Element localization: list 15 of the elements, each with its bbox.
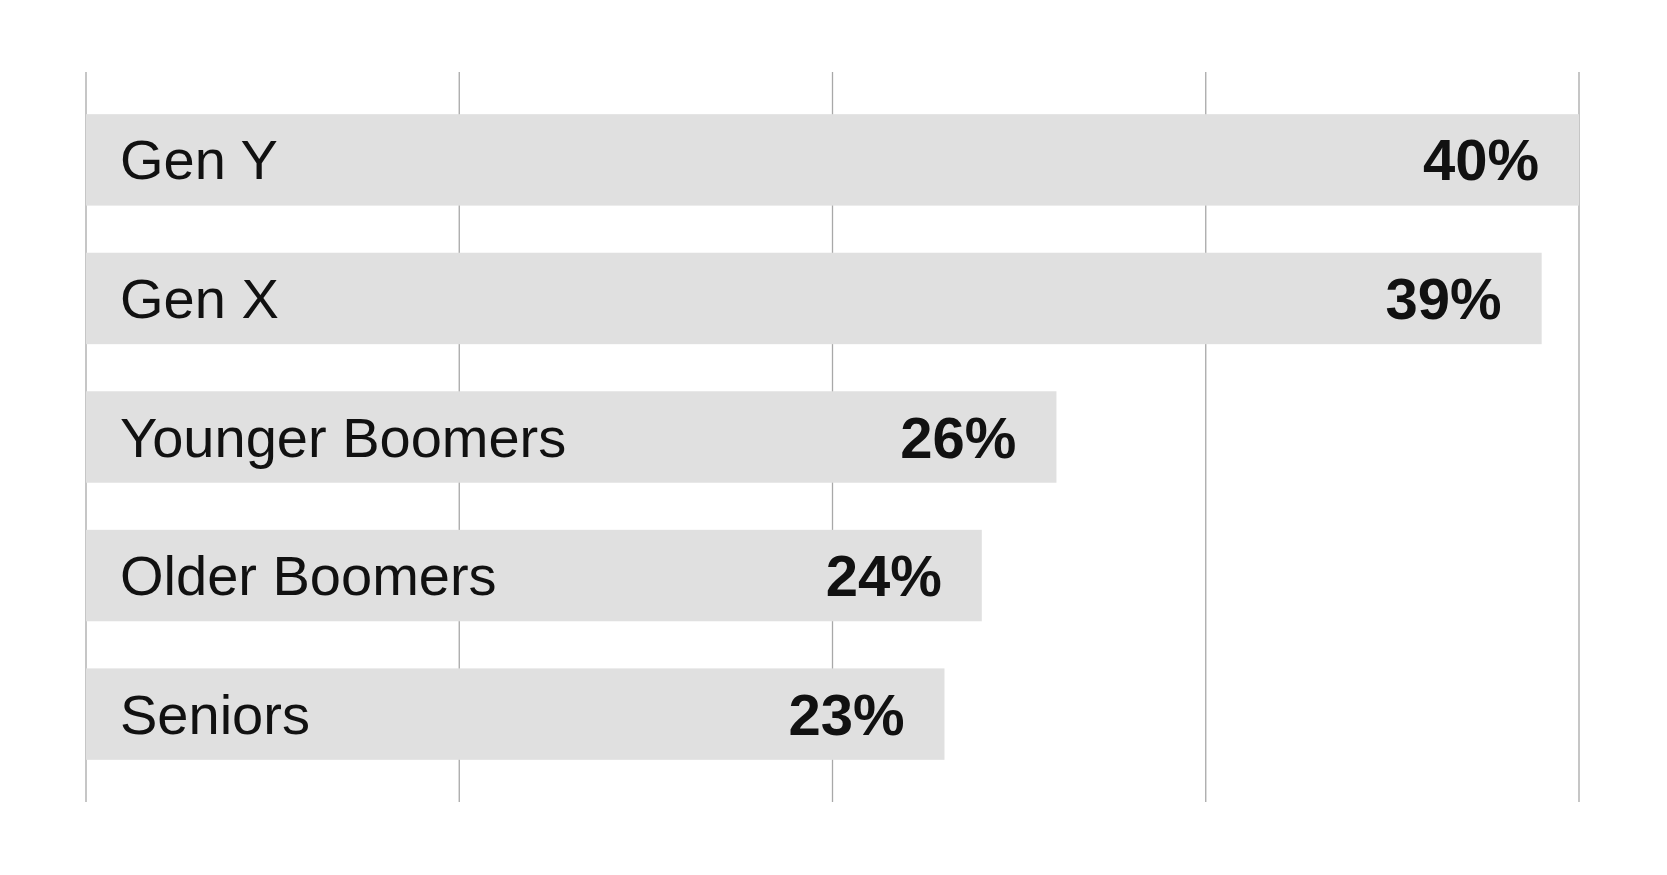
bar (86, 391, 1057, 483)
bar (86, 529, 982, 622)
data-label: 26% (900, 404, 1017, 470)
data-label: 23% (788, 681, 905, 747)
bar (86, 252, 1542, 345)
y-tick-label: Seniors (120, 682, 310, 746)
bar (86, 114, 1579, 206)
data-label: 24% (825, 543, 942, 609)
bar (86, 668, 945, 760)
y-tick-label: Older Boomers (120, 544, 497, 608)
y-tick-label: Gen Y (120, 128, 278, 192)
y-tick-label: Younger Boomers (120, 405, 567, 469)
y-tick-label: Gen X (120, 266, 279, 330)
data-label: 40% (1422, 127, 1539, 193)
data-label: 39% (1385, 265, 1502, 331)
